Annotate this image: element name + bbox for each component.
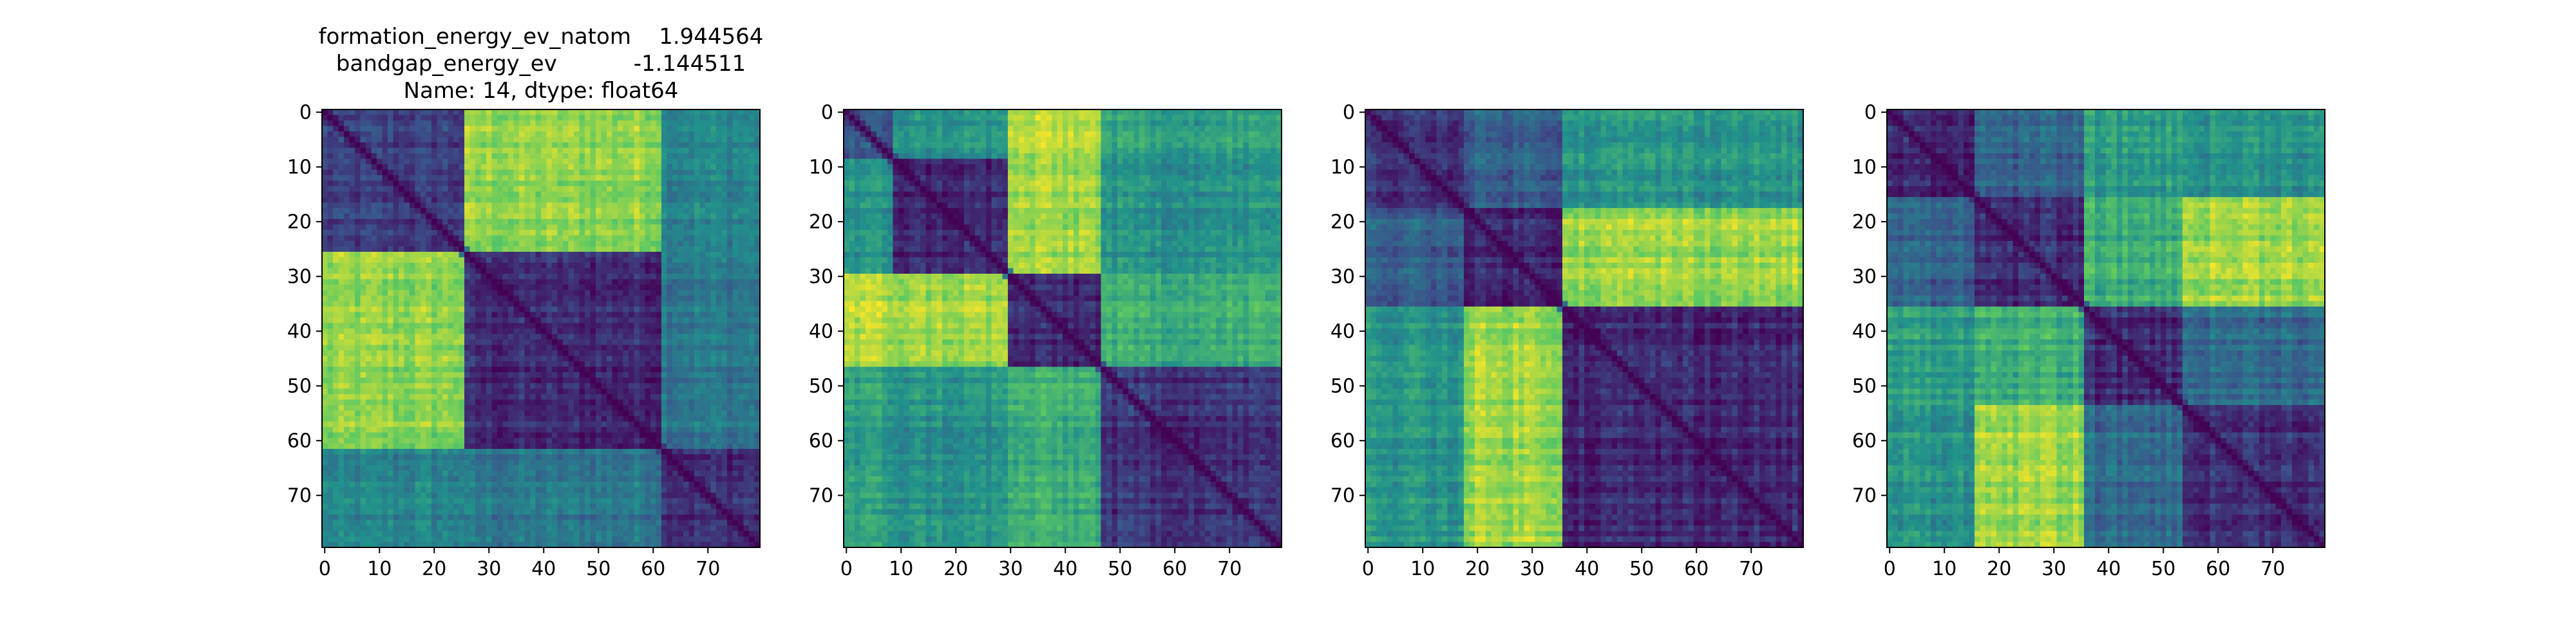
x-tick-label: 10: [1410, 558, 1435, 580]
x-tick-label: 30: [2041, 558, 2066, 580]
y-tick-label: 70: [1852, 484, 1877, 507]
y-tick-label: 0: [299, 101, 312, 124]
x-tick-label: 40: [1575, 558, 1599, 580]
x-tick-label: 70: [2260, 558, 2285, 580]
title-line-1: formation_energy_ev_natom 1.944564: [319, 24, 764, 50]
y-tick-label: 50: [1852, 375, 1877, 397]
heatmap-cells: [844, 109, 1282, 547]
y-tick-label: 20: [1852, 211, 1877, 233]
y-tick-label: 10: [1852, 156, 1877, 178]
y-tick-label: 20: [809, 211, 833, 233]
x-tick-label: 30: [477, 558, 501, 580]
title-line-3: Name: 14, dtype: float64: [404, 78, 679, 104]
y-tick-label: 40: [1852, 320, 1877, 343]
x-tick-label: 70: [1217, 558, 1242, 580]
y-tick-label: 10: [1331, 156, 1355, 178]
x-tick-label: 60: [1684, 558, 1709, 580]
y-tick-label: 70: [809, 484, 833, 507]
x-tick-label: 50: [1108, 558, 1132, 580]
heatmap-panel-2: 0 10 20 30 40 50 60 70 0 10 20 30 40 50 60 70: [809, 101, 1282, 580]
y-tick-label: 20: [1331, 211, 1355, 233]
title-line-2: bandgap_energy_ev -1.144511: [336, 51, 746, 77]
y-tick-label: 40: [287, 320, 312, 343]
y-tick-label: 30: [1852, 265, 1877, 288]
x-tick-label: 50: [1629, 558, 1654, 580]
y-tick-label: 50: [287, 375, 312, 397]
x-tick-label: 30: [1520, 558, 1544, 580]
y-tick-label: 60: [1331, 430, 1355, 452]
y-tick-label: 60: [809, 430, 833, 452]
y-tick-label: 50: [809, 375, 833, 397]
x-tick-label: 50: [2151, 558, 2175, 580]
x-tick-label: 40: [1053, 558, 1077, 580]
y-tick-label: 40: [809, 320, 833, 343]
heatmap-cells: [1887, 109, 2325, 547]
x-tick-label: 0: [840, 558, 853, 580]
heatmap-cells: [1365, 109, 1803, 547]
y-tick-label: 0: [821, 101, 833, 124]
x-tick-label: 60: [1162, 558, 1187, 580]
x-tick-label: 40: [531, 558, 556, 580]
heatmap-panel-4: 0 10 20 30 40 50 60 70 0 10 20 30 40 50 60 70: [1852, 101, 2325, 580]
x-tick-label: 0: [1362, 558, 1374, 580]
heatmap-cells: [322, 109, 760, 547]
x-tick-label: 10: [1932, 558, 1956, 580]
y-tick-label: 40: [1331, 320, 1355, 343]
x-tick-label: 20: [1987, 558, 2011, 580]
panel-title: formation_energy_ev_natom 1.944564 bandg…: [319, 24, 764, 104]
x-tick-label: 0: [319, 558, 331, 580]
y-tick-label: 0: [1864, 101, 1877, 124]
x-tick-label: 30: [998, 558, 1023, 580]
y-tick-label: 30: [1331, 265, 1355, 288]
x-tick-label: 20: [422, 558, 446, 580]
y-tick-label: 10: [809, 156, 833, 178]
y-tick-label: 60: [287, 430, 312, 452]
heatmap-panel-3: 0 10 20 30 40 50 60 70 0 10 20 30 40 50 60 70: [1331, 101, 1804, 580]
x-tick-label: 10: [889, 558, 913, 580]
y-tick-label: 20: [287, 211, 312, 233]
y-tick-label: 50: [1331, 375, 1355, 397]
y-tick-label: 70: [287, 484, 312, 507]
y-tick-label: 0: [1343, 101, 1355, 124]
x-tick-label: 0: [1884, 558, 1896, 580]
x-tick-label: 40: [2096, 558, 2121, 580]
x-tick-label: 70: [696, 558, 720, 580]
y-tick-label: 70: [1331, 484, 1355, 507]
x-tick-label: 10: [367, 558, 392, 580]
y-tick-label: 10: [287, 156, 312, 178]
x-tick-label: 20: [1465, 558, 1490, 580]
y-tick-label: 30: [287, 265, 312, 288]
y-tick-label: 30: [809, 265, 833, 288]
y-tick-label: 60: [1852, 430, 1877, 452]
x-tick-label: 70: [1739, 558, 1763, 580]
x-tick-label: 50: [586, 558, 611, 580]
x-tick-label: 60: [641, 558, 665, 580]
x-tick-label: 60: [2206, 558, 2230, 580]
x-tick-label: 20: [943, 558, 968, 580]
heatmap-panel-1: formation_energy_ev_natom 1.944564 bandg…: [287, 24, 764, 580]
